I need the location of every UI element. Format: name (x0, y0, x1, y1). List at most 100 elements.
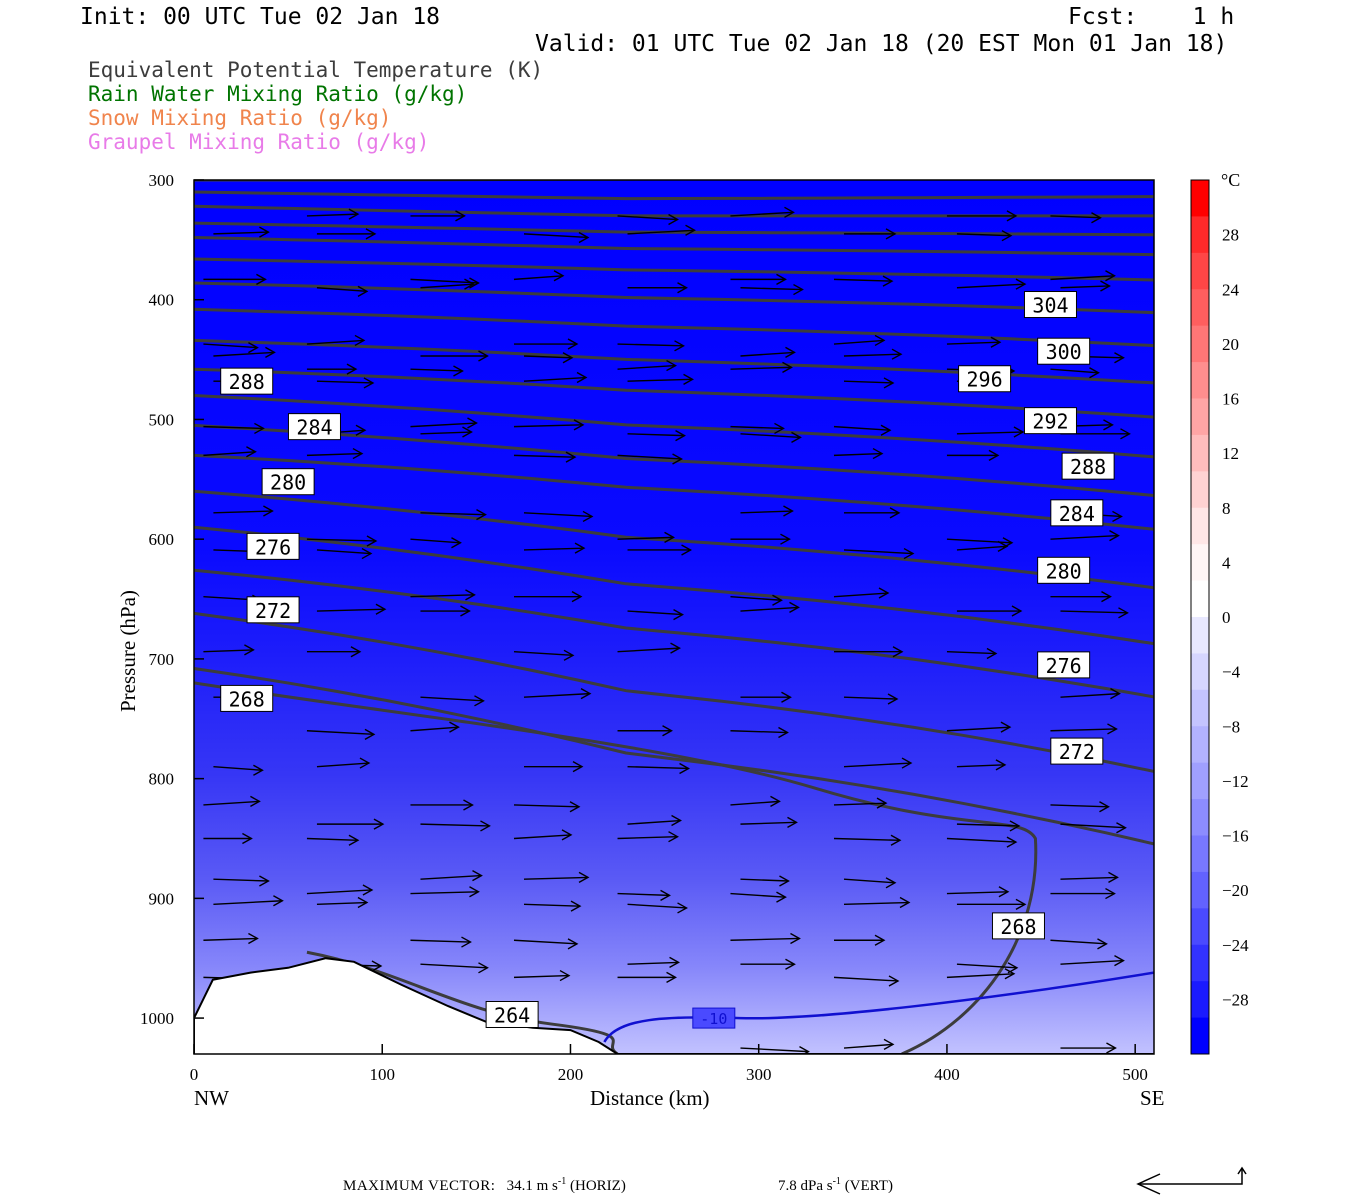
wind-arrow (420, 278, 475, 290)
wind-arrow (740, 283, 804, 296)
colorbar-swatch (1191, 434, 1209, 472)
wind-arrow (306, 728, 376, 740)
wind-arrow (956, 605, 1023, 617)
y-tick-label: 300 (149, 171, 175, 190)
wind-arrow (730, 726, 789, 739)
wind-arrow (420, 426, 473, 438)
svg-text:284: 284 (1059, 502, 1095, 526)
wind-arrow (514, 338, 579, 350)
wind-arrow (730, 206, 795, 218)
wind-arrow (513, 969, 571, 982)
theta-e-contour (194, 489, 1154, 590)
wind-arrow (740, 601, 800, 614)
colorbar-swatch (1191, 362, 1209, 399)
wind-arrow (946, 968, 1016, 980)
svg-text:268: 268 (229, 687, 265, 711)
theta-e-contour (194, 281, 1154, 315)
wind-arrow (1050, 591, 1112, 603)
svg-text:296: 296 (967, 368, 1003, 392)
wind-arrow (730, 533, 791, 545)
vert-unit: (VERT) (844, 1178, 893, 1194)
theta-e-label: 280 (261, 468, 315, 496)
wind-arrow (740, 691, 792, 703)
theta-e-label: 304 (1023, 291, 1077, 319)
colorbar-swatch (1191, 835, 1209, 873)
theta-e-contour (194, 367, 1154, 419)
colorbar-swatch (1191, 180, 1209, 217)
horiz-value: 34.1 m s (506, 1178, 558, 1194)
wind-arrow (316, 896, 369, 909)
colorbar-tick-label: 0 (1222, 608, 1231, 627)
colorbar-swatch (1191, 580, 1209, 618)
colorbar-swatch (1191, 944, 1209, 982)
y-axis-label: Pressure (hPa) (116, 590, 140, 712)
y-tick-label: 800 (149, 770, 175, 789)
reference-vector (1136, 1166, 1247, 1195)
wind-arrow (306, 535, 378, 547)
colorbar-swatch (1191, 216, 1209, 254)
wind-arrow (306, 334, 366, 347)
wind-arrow (617, 359, 677, 372)
wind-arrow (420, 820, 491, 832)
wind-arrow (523, 371, 588, 384)
svg-text:276: 276 (255, 535, 291, 559)
wind-arrow (956, 898, 1027, 910)
wind-arrow (1050, 801, 1110, 813)
wind-arrow (410, 721, 460, 733)
wind-arrow (1050, 367, 1100, 379)
svg-text:280: 280 (1046, 559, 1082, 583)
wind-arrow (306, 208, 360, 220)
footer-max-vector: MAXIMUM VECTOR: 34.1 m s-1 (HORIZ) (343, 1176, 626, 1195)
theta-e-contour (194, 453, 1154, 531)
y-tick-label: 1000 (140, 1009, 174, 1028)
x-axis-label: Distance (km) (590, 1086, 710, 1110)
wind-arrow (203, 273, 267, 285)
wind-arrow (833, 834, 902, 846)
wind-arrow (523, 231, 590, 244)
theta-e-contour (194, 190, 1154, 201)
wind-arrow (617, 831, 679, 843)
colorbar-swatch (1191, 544, 1209, 582)
y-tick-label: 500 (149, 410, 175, 429)
wind-arrow (306, 646, 362, 658)
wind-arrow (617, 340, 685, 352)
wind-arrow (306, 834, 360, 846)
wind-arrow (740, 958, 796, 970)
wind-arrow (213, 875, 270, 887)
wind-arrow (420, 509, 487, 521)
wind-arrow (420, 869, 483, 882)
wind-arrow (410, 936, 472, 948)
theta-e-label: 264 (485, 1000, 539, 1028)
wind-arrow (617, 453, 683, 465)
theta-e-contour (194, 257, 1154, 282)
wind-arrow (956, 426, 1025, 438)
wind-arrow (1050, 938, 1108, 950)
svg-text:288: 288 (229, 370, 265, 394)
svg-text:268: 268 (1000, 915, 1036, 939)
wind-arrow (1050, 212, 1102, 224)
wind-arrow (740, 505, 794, 517)
wind-arrow (740, 1045, 810, 1054)
colorbar-swatch (1191, 799, 1209, 836)
wind-arrow (213, 505, 274, 517)
x-tick-label: 500 (1122, 1065, 1148, 1084)
wind-arrow (946, 721, 1012, 733)
theta-e-contour (194, 611, 1154, 773)
colorbar-swatch (1191, 252, 1209, 290)
wind-arrow (956, 540, 1009, 552)
svg-text:272: 272 (255, 599, 291, 623)
wind-arrow (306, 447, 364, 460)
wind-arrow (844, 228, 897, 240)
wind-arrow (730, 422, 785, 435)
colorbar-swatch (1191, 1017, 1209, 1055)
wind-arrow (833, 587, 890, 599)
theta-e-label: 292 (1023, 407, 1077, 435)
wind-arrow (523, 871, 590, 884)
colorbar-swatch (1191, 871, 1209, 909)
wind-arrow (740, 346, 796, 359)
wind-arrow (730, 932, 801, 945)
wind-arrow (203, 932, 259, 945)
wind-arrow (420, 962, 489, 974)
wind-arrow (956, 759, 1007, 771)
